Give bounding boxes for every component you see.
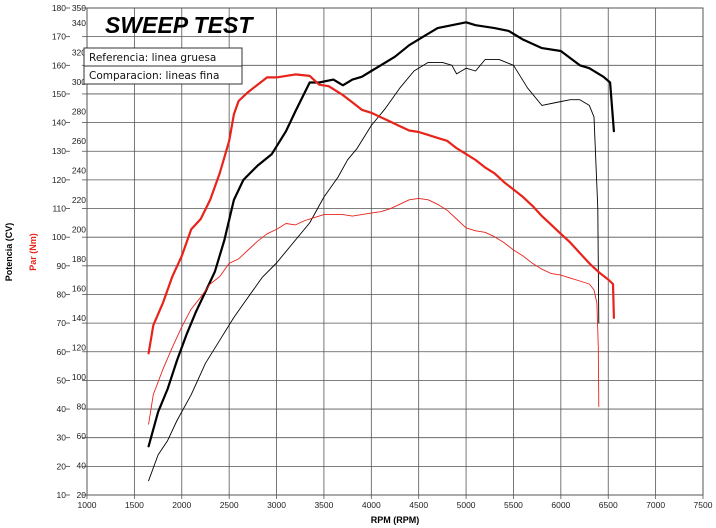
x-tick-label: 5000: [457, 500, 476, 510]
torque-tick-label: 260: [72, 136, 86, 146]
power-tick-label: 20: [57, 461, 67, 471]
power-tick-label: 180: [52, 3, 66, 13]
torque-tick-label: 100: [72, 372, 86, 382]
torque-tick-label: 60: [77, 431, 87, 441]
chart-title: SWEEP TEST: [105, 12, 254, 38]
power-tick-label: 130: [52, 146, 66, 156]
torque-tick-label: 220: [72, 195, 86, 205]
x-tick-label: 3000: [267, 500, 286, 510]
power-tick-label: 100: [52, 232, 66, 242]
x-axis-title: RPM (RPM): [371, 515, 420, 525]
torque-tick-label: 140: [72, 313, 86, 323]
torque-tick-label: 40: [77, 460, 87, 470]
torque-tick-label: 80: [77, 401, 87, 411]
x-tick-label: 1000: [78, 500, 97, 510]
right-axis-title: Par (Nm): [28, 233, 38, 271]
x-tick-label: 7000: [646, 500, 665, 510]
power-axis: 10 20 30 40 50 60 70 80 90 100 110 120 130 140 150 160 1…: [52, 3, 87, 500]
torque-tick-label: 240: [72, 165, 86, 175]
x-tick-label: 4500: [409, 500, 428, 510]
power-tick-label: 50: [57, 375, 67, 385]
torque-tick-label: 180: [72, 254, 86, 264]
x-tick-label: 4000: [362, 500, 381, 510]
power-thick-series-line: [147, 21, 616, 448]
series-layer: [147, 21, 616, 482]
left-axis-title: Potencia (CV): [4, 223, 14, 282]
torque-tick-label: 320: [72, 47, 86, 57]
power-thin-series-line: [148, 59, 600, 482]
torque-tick-label: 120: [72, 342, 86, 352]
x-tick-label: 6000: [551, 500, 570, 510]
grid: [86, 7, 704, 496]
torque-axis: 20 40 60 80 100 120 140 160 180 200 220 240 260 280 30…: [72, 3, 86, 500]
x-tick-label: 6500: [599, 500, 618, 510]
torque-tick-label: 200: [72, 224, 86, 234]
legend-box-entry-2: [83, 65, 243, 85]
legend-entry-reference: Referencia: linea gruesa: [89, 52, 216, 64]
torque-thin-series-line: [148, 197, 600, 425]
power-tick-label: 40: [57, 404, 67, 414]
x-tick-label: 2000: [172, 500, 191, 510]
power-tick-label: 160: [52, 60, 66, 70]
torque-tick-label: 340: [72, 18, 86, 28]
torque-thick-series-line: [147, 73, 616, 355]
legend-entry-comparison: Comparacion: lineas fina: [89, 70, 219, 82]
torque-tick-label: 160: [72, 283, 86, 293]
x-tick-label: 5500: [504, 500, 523, 510]
torque-tick-label: 300: [72, 77, 86, 87]
power-tick-label: 30: [57, 433, 67, 443]
plot-area: [86, 7, 704, 496]
power-tick-label: 80: [57, 289, 67, 299]
power-tick-label: 140: [52, 118, 66, 128]
power-tick-label: 10: [57, 490, 67, 500]
power-tick-label: 170: [52, 32, 66, 42]
x-tick-label: 1500: [125, 500, 144, 510]
power-tick-label: 120: [52, 175, 66, 185]
power-tick-label: 150: [52, 89, 66, 99]
x-tick-label: 7500: [694, 500, 713, 510]
power-tick-label: 90: [57, 261, 67, 271]
torque-tick-label: 280: [72, 106, 86, 116]
power-tick-label: 70: [57, 318, 67, 328]
power-tick-label: 60: [57, 347, 67, 357]
x-tick-label: 2500: [220, 500, 239, 510]
torque-tick-label: 20: [77, 490, 87, 500]
torque-tick-label: 350: [72, 3, 86, 13]
rpm-axis: 1000 1500 2000 2500 3000 3500 4000 4500 5000 5500…: [78, 495, 713, 510]
power-tick-label: 110: [52, 204, 66, 214]
x-tick-label: 3500: [314, 500, 333, 510]
